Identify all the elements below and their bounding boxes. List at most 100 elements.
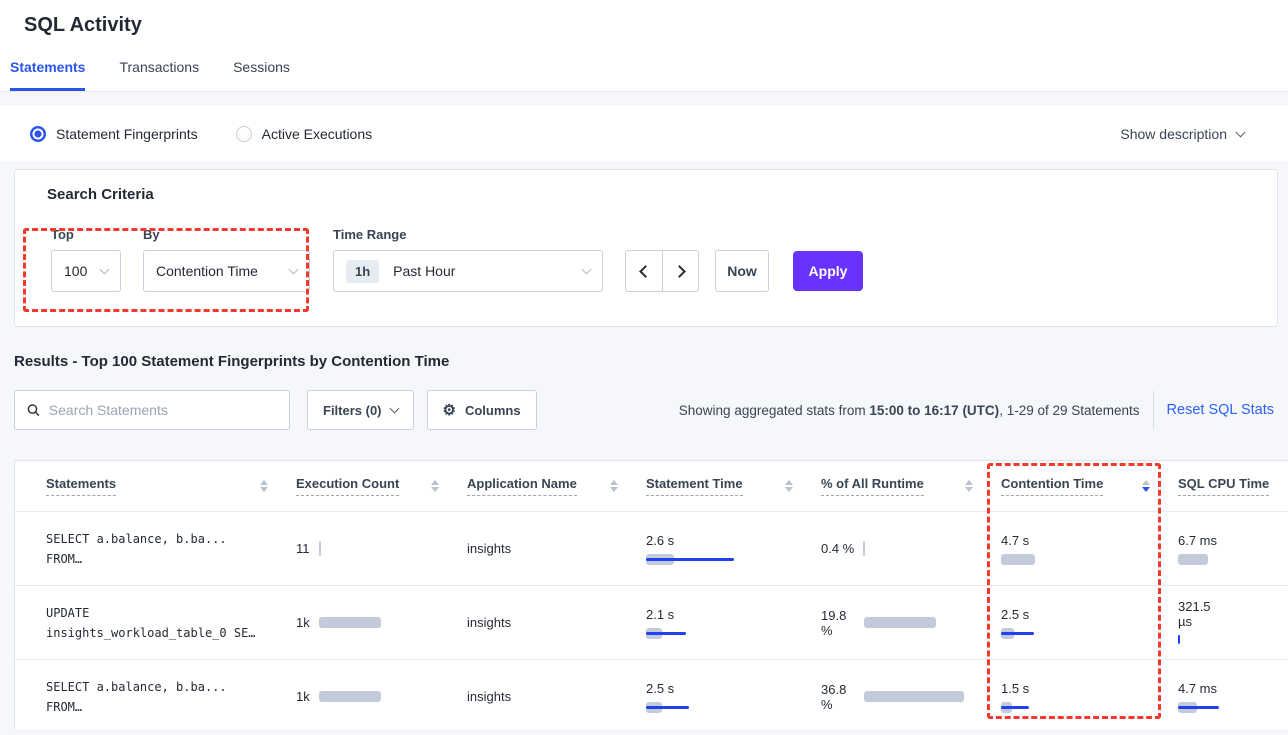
execution-count-value: 1k xyxy=(296,689,310,704)
columns-button[interactable]: ⚙ Columns xyxy=(426,390,537,430)
column-header-statements[interactable]: Statements xyxy=(46,476,296,496)
statement-line1: SELECT a.balance, b.ba... xyxy=(46,679,227,694)
tab-bar: Statements Transactions Sessions xyxy=(0,59,1288,92)
sql-cpu-value: 4.7 ms xyxy=(1178,680,1218,696)
statement-line1: UPDATE xyxy=(46,605,90,620)
execution-count-cell: 11 xyxy=(296,541,467,556)
statement-time-cell: 2.5 s xyxy=(646,681,821,713)
sql-cpu-time-cell: 321.5 µs xyxy=(1178,599,1288,646)
statement-time-cell: 2.1 s xyxy=(646,607,821,639)
aggregated-stats-text: Showing aggregated stats from 15:00 to 1… xyxy=(679,403,1140,418)
statement-fingerprint-link[interactable]: SELECT a.balance, b.ba... FROM… xyxy=(46,677,296,717)
time-range-field-group: Time Range 1h Past Hour xyxy=(333,227,603,292)
column-label: Statements xyxy=(46,476,117,496)
apply-button[interactable]: Apply xyxy=(793,251,863,291)
runtime-pct-bar xyxy=(864,691,964,702)
chevron-down-icon xyxy=(581,264,592,275)
execution-count-value: 11 xyxy=(296,541,310,556)
search-criteria-title: Search Criteria xyxy=(47,186,154,203)
statement-time-bar xyxy=(646,701,776,713)
sort-desc-icon xyxy=(1142,480,1150,492)
next-time-button[interactable] xyxy=(662,251,698,291)
runtime-pct-cell: 36.8 % xyxy=(821,682,1001,712)
page-title: SQL Activity xyxy=(24,14,142,36)
search-statements-input[interactable] xyxy=(48,402,277,418)
statement-fingerprint-link[interactable]: SELECT a.balance, b.ba... FROM… xyxy=(46,529,296,569)
runtime-pct-bar xyxy=(864,617,936,628)
execution-count-bar xyxy=(318,541,321,556)
radio-label: Active Executions xyxy=(261,125,373,142)
now-button[interactable]: Now xyxy=(715,250,769,292)
runtime-pct-bar xyxy=(863,541,866,556)
sql-cpu-bar xyxy=(1178,553,1288,565)
statement-line1: SELECT a.balance, b.ba... xyxy=(46,531,227,546)
sort-icon xyxy=(965,480,973,492)
sql-cpu-value: 6.7 ms xyxy=(1178,532,1218,548)
chevron-down-icon xyxy=(389,403,399,414)
page-header: SQL Activity Statements Transactions Ses… xyxy=(0,0,1288,92)
column-header-runtime-pct[interactable]: % of All Runtime xyxy=(821,476,1001,496)
time-range-select[interactable]: 1h Past Hour xyxy=(333,250,603,292)
reset-sql-stats-link[interactable]: Reset SQL Stats xyxy=(1166,402,1274,418)
by-select-value: Contention Time xyxy=(156,263,258,279)
top-select-value: 100 xyxy=(64,263,88,279)
search-icon xyxy=(27,404,40,416)
runtime-pct-value: 0.4 % xyxy=(821,541,855,556)
results-toolbar: Filters (0) ⚙ Columns Showing aggregated… xyxy=(14,390,1274,430)
contention-time-value: 2.5 s xyxy=(1001,606,1030,622)
runtime-pct-value: 19.8 % xyxy=(821,607,847,638)
table-row: UPDATE insights_workload_table_0 SE… 1k … xyxy=(15,585,1288,659)
sql-cpu-time-cell: 4.7 ms xyxy=(1178,681,1288,713)
column-header-sql-cpu-time[interactable]: SQL CPU Time xyxy=(1178,476,1288,496)
column-header-application-name[interactable]: Application Name xyxy=(467,476,646,496)
previous-time-button[interactable] xyxy=(626,251,662,291)
sql-cpu-time-cell: 6.7 ms xyxy=(1178,533,1288,565)
radio-statement-fingerprints[interactable]: Statement Fingerprints xyxy=(30,125,198,142)
tab-sessions[interactable]: Sessions xyxy=(233,59,290,75)
column-header-contention-time[interactable]: Contention Time xyxy=(1001,476,1178,496)
statement-time-value: 2.6 s xyxy=(646,532,675,548)
table-header-row: Statements Execution Count Application N… xyxy=(15,461,1288,511)
contention-time-bar xyxy=(1001,701,1131,713)
statement-line2: FROM… xyxy=(46,551,83,566)
toolbar-right: Showing aggregated stats from 15:00 to 1… xyxy=(679,391,1274,429)
top-field-group: Top 100 xyxy=(51,227,121,292)
by-label: By xyxy=(143,227,160,242)
column-label: Execution Count xyxy=(296,476,400,496)
filters-button[interactable]: Filters (0) xyxy=(307,390,414,430)
statement-fingerprint-link[interactable]: UPDATE insights_workload_table_0 SE… xyxy=(46,603,296,643)
sort-icon xyxy=(260,480,268,492)
view-toggle-bar: Statement Fingerprints Active Executions… xyxy=(0,106,1288,161)
time-arrow-group xyxy=(625,250,699,292)
column-header-statement-time[interactable]: Statement Time xyxy=(646,476,821,496)
contention-time-bar xyxy=(1001,627,1131,639)
time-range-value: Past Hour xyxy=(393,263,456,279)
stats-suffix: , 1-29 of 29 Statements xyxy=(999,402,1140,418)
by-select[interactable]: Contention Time xyxy=(143,250,310,292)
by-field-group: By Contention Time xyxy=(143,227,310,292)
top-select[interactable]: 100 xyxy=(51,250,121,292)
sql-cpu-bar xyxy=(1178,701,1288,713)
sql-cpu-value: 321.5 µs xyxy=(1178,599,1211,629)
radio-active-executions[interactable]: Active Executions xyxy=(235,125,373,142)
search-criteria-panel: Search Criteria Top 100 By Contention Ti… xyxy=(14,169,1278,327)
column-header-execution-count[interactable]: Execution Count xyxy=(296,476,467,496)
gear-icon: ⚙ xyxy=(442,401,456,419)
column-label: Statement Time xyxy=(646,476,743,496)
application-name-cell: insights xyxy=(467,541,512,556)
runtime-pct-cell: 19.8 % xyxy=(821,608,1001,638)
chevron-down-icon xyxy=(288,264,299,275)
show-description-label: Show description xyxy=(1120,125,1227,142)
tab-transactions[interactable]: Transactions xyxy=(119,59,200,75)
sort-icon xyxy=(610,480,618,492)
statements-table: Statements Execution Count Application N… xyxy=(14,460,1288,729)
statement-time-bar xyxy=(646,627,776,639)
time-range-badge: 1h xyxy=(346,259,380,283)
show-description-toggle[interactable]: Show description xyxy=(1120,125,1246,142)
sort-icon xyxy=(431,480,439,492)
execution-count-bar xyxy=(318,617,381,628)
statement-time-cell: 2.6 s xyxy=(646,533,821,565)
tab-statements[interactable]: Statements xyxy=(10,59,86,91)
column-label: Application Name xyxy=(467,476,577,496)
time-nav-buttons: Now Apply xyxy=(625,227,863,292)
